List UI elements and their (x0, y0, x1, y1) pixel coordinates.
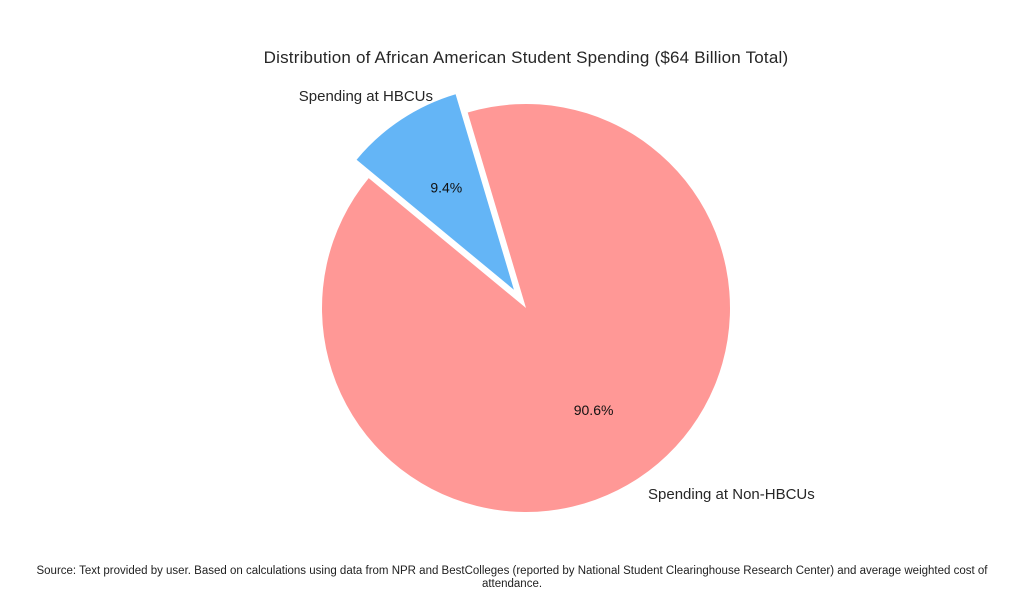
slice-label-non-hbcu: Spending at Non-HBCUs (648, 486, 815, 503)
chart-title: Distribution of African American Student… (263, 48, 789, 67)
percent-label-hbcu: 9.4% (430, 180, 462, 196)
source-note: Source: Text provided by user. Based on … (36, 565, 988, 590)
pie-slice-hbcu (356, 94, 514, 290)
percent-label-non-hbcu: 90.6% (574, 402, 614, 418)
slice-label-hbcu: Spending at HBCUs (298, 88, 433, 105)
pie-slice-non-hbcu (322, 103, 731, 512)
